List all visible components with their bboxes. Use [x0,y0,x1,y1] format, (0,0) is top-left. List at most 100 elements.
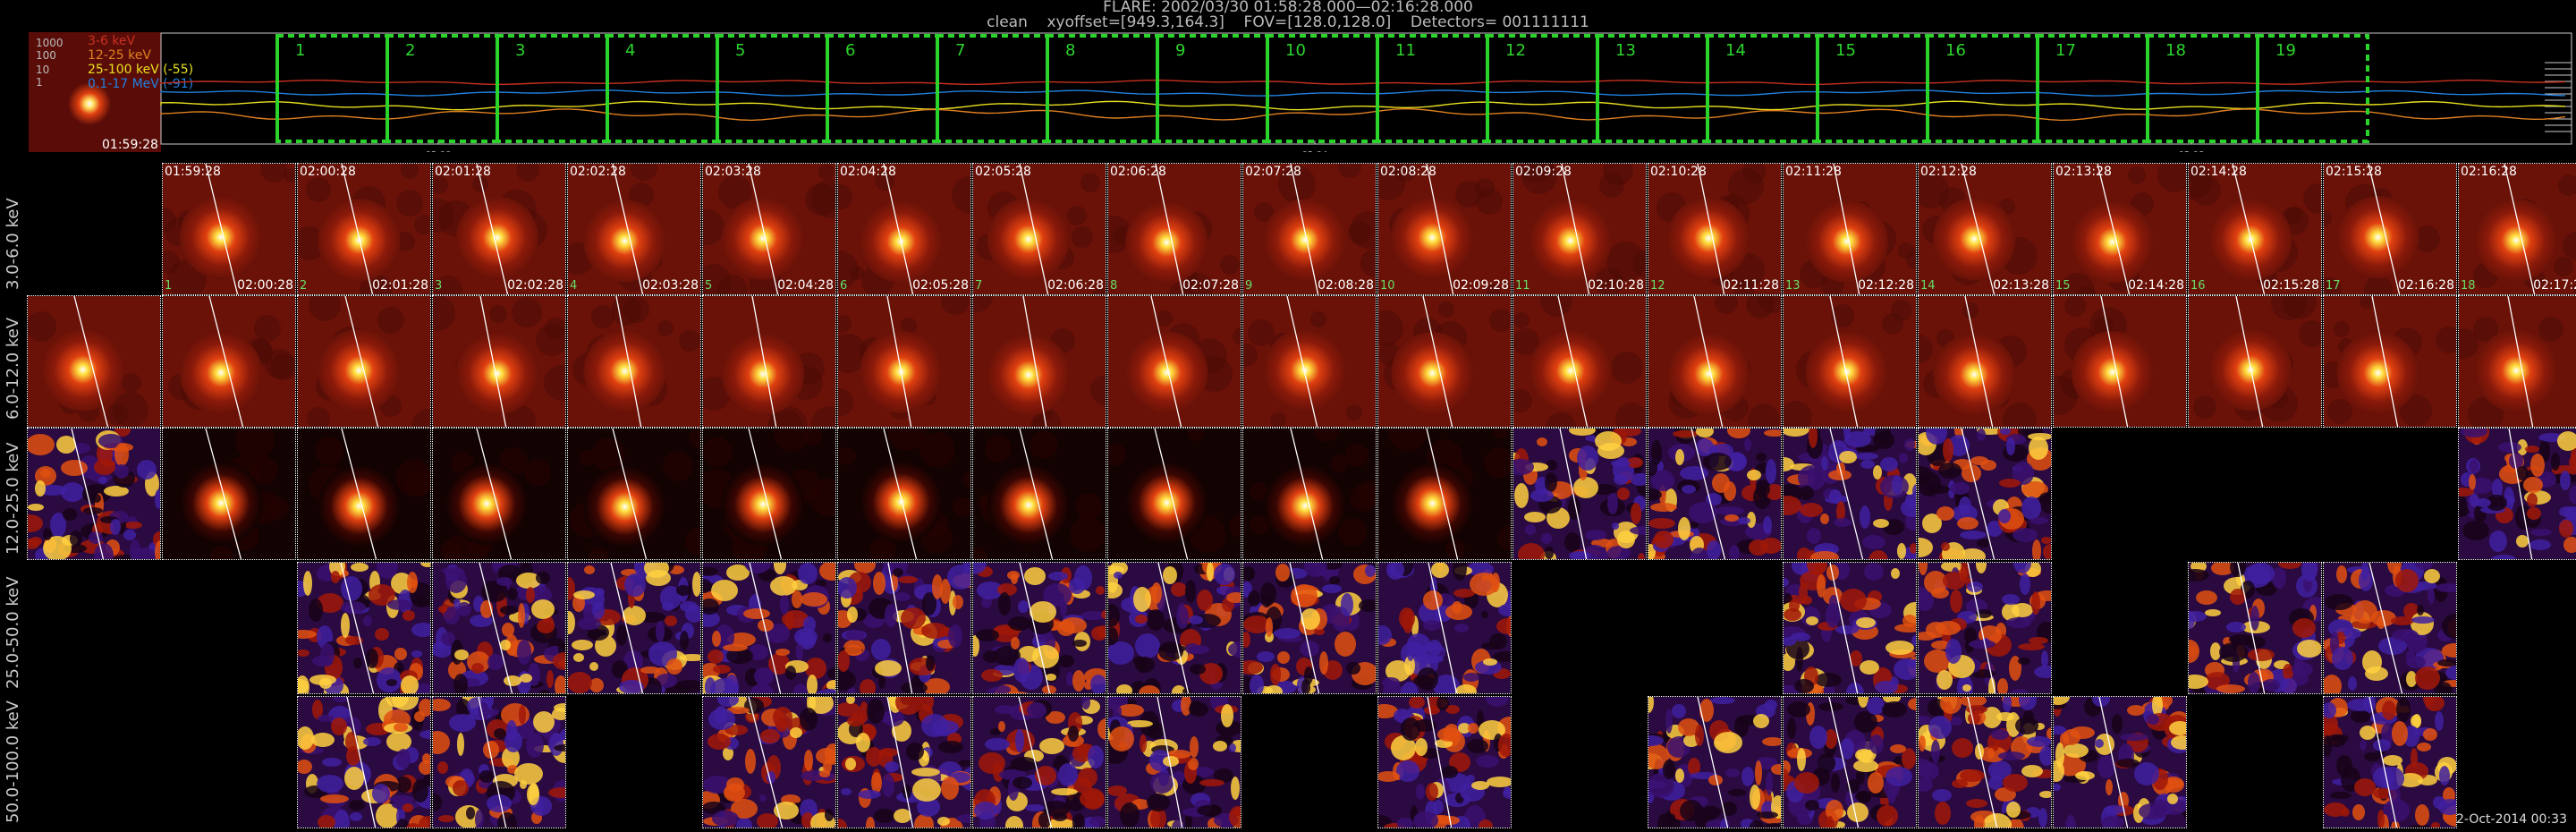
image-tile[interactable] [1648,295,1782,428]
tile-start-time: 02:14:28 [2190,165,2247,179]
image-tile[interactable] [2188,562,2322,694]
lc-xtick-label: 02:00 [426,150,452,152]
image-tile[interactable] [2323,696,2457,828]
interval-box: 13 [1596,34,1709,143]
interval-number: 10 [1285,41,1306,60]
image-tile[interactable] [2323,295,2457,428]
image-tile[interactable] [837,562,971,694]
image-tile[interactable] [2323,562,2457,694]
tile-end-time: 02:05:28 [912,278,969,293]
image-tile[interactable]: 02:05:28 02:06:28 7 [972,163,1106,295]
image-tile[interactable] [1918,696,2052,828]
image-tile[interactable] [702,562,836,694]
image-tile[interactable] [972,562,1106,694]
image-tile[interactable] [1107,562,1241,694]
image-tile[interactable] [1377,295,1512,428]
image-tile[interactable]: 02:09:28 02:10:28 11 [1513,163,1647,295]
energy-band-label: 25.0-50.0 keV [4,576,22,689]
image-tile[interactable]: 02:14:28 02:15:28 16 [2188,163,2322,295]
tile-interval-index: 13 [1785,279,1801,293]
tile-start-time: 02:09:28 [1515,165,1572,179]
image-tile[interactable] [1783,428,1917,560]
image-tile[interactable] [1377,562,1512,694]
image-tile[interactable] [1377,696,1512,828]
image-tile[interactable] [432,428,566,560]
energy-band-label: 12.0-25.0 keV [4,442,22,555]
image-tile[interactable] [837,696,971,828]
energy-band-label: 50.0-100.0 keV [4,700,22,823]
legend-entry: 0.1-17 MeV (-91) [88,77,193,91]
interval-number: 9 [1175,41,1185,60]
image-tile[interactable] [162,428,296,560]
image-tile[interactable] [162,295,296,428]
image-tile[interactable]: 02:10:28 02:11:28 12 [1648,163,1782,295]
image-tile[interactable] [1242,562,1377,694]
image-tile[interactable] [567,562,701,694]
tile-interval-index: 8 [1110,279,1118,293]
image-tile[interactable] [2053,295,2187,428]
image-tile[interactable]: 02:13:28 02:14:28 15 [2053,163,2187,295]
image-tile[interactable] [1242,428,1377,560]
image-tile[interactable]: 02:04:28 02:05:28 6 [837,163,971,295]
image-tile[interactable] [567,295,701,428]
image-tile[interactable] [1783,696,1917,828]
image-tile[interactable] [297,562,431,694]
image-tile[interactable] [432,295,566,428]
image-tile[interactable]: 02:15:28 02:16:28 17 [2323,163,2457,295]
image-tile[interactable] [1107,428,1241,560]
interval-box: 15 [1816,34,1929,143]
image-tile[interactable] [2458,428,2576,560]
image-tile[interactable] [1783,295,1917,428]
image-tile[interactable] [432,696,566,828]
interval-number: 18 [2165,41,2186,60]
image-tile[interactable] [1648,428,1782,560]
image-tile[interactable] [702,428,836,560]
image-tile[interactable] [702,295,836,428]
image-tile[interactable]: 02:12:28 02:13:28 14 [1918,163,2052,295]
image-tile[interactable]: 02:06:28 02:07:28 8 [1107,163,1241,295]
image-tile[interactable] [432,562,566,694]
image-tile[interactable] [1918,295,2052,428]
image-tile[interactable] [1513,295,1647,428]
image-tile[interactable]: 02:03:28 02:04:28 5 [702,163,836,295]
image-tile[interactable] [27,295,161,428]
image-tile[interactable] [1107,295,1241,428]
image-tile[interactable] [297,295,431,428]
image-tile[interactable] [1783,562,1917,694]
tile-start-time: 02:01:28 [435,165,491,179]
image-tile[interactable] [1918,428,2052,560]
image-tile[interactable] [567,428,701,560]
lc-ytick-label: 1000 [36,37,64,49]
date-stamp: 2-Oct-2014 00:33 [2455,812,2567,827]
image-tile[interactable] [972,428,1106,560]
image-tile[interactable]: 02:16:28 02:17:24 18 [2458,163,2576,295]
tile-start-time: 02:12:28 [1920,165,1977,179]
image-tile[interactable] [297,428,431,560]
image-tile[interactable]: 02:01:28 02:02:28 3 [432,163,566,295]
image-tile[interactable] [1242,295,1377,428]
image-tile[interactable] [837,428,971,560]
legend-entry: 12-25 keV [88,48,151,63]
image-tile[interactable] [1377,428,1512,560]
image-tile[interactable] [972,295,1106,428]
image-tile[interactable] [837,295,971,428]
image-tile[interactable] [2458,295,2576,428]
lc-xtick-label: 02:08 [2179,150,2205,152]
image-tile[interactable]: 02:08:28 02:09:28 10 [1377,163,1512,295]
image-tile[interactable] [1513,428,1647,560]
image-tile[interactable] [2053,696,2187,828]
image-tile[interactable] [1648,696,1782,828]
image-tile[interactable]: 02:02:28 02:03:28 4 [567,163,701,295]
image-tile[interactable] [297,696,431,828]
image-tile[interactable] [972,696,1106,828]
image-tile[interactable]: 02:00:28 02:01:28 2 [297,163,431,295]
image-tile[interactable]: 01:59:28 02:00:28 1 [162,163,296,295]
image-tile[interactable] [1918,562,2052,694]
tile-start-time: 02:08:28 [1380,165,1436,179]
image-tile[interactable] [27,428,161,560]
image-tile[interactable] [702,696,836,828]
image-tile[interactable]: 02:07:28 02:08:28 9 [1242,163,1377,295]
image-tile[interactable] [1107,696,1241,828]
image-tile[interactable] [2188,295,2322,428]
image-tile[interactable]: 02:11:28 02:12:28 13 [1783,163,1917,295]
